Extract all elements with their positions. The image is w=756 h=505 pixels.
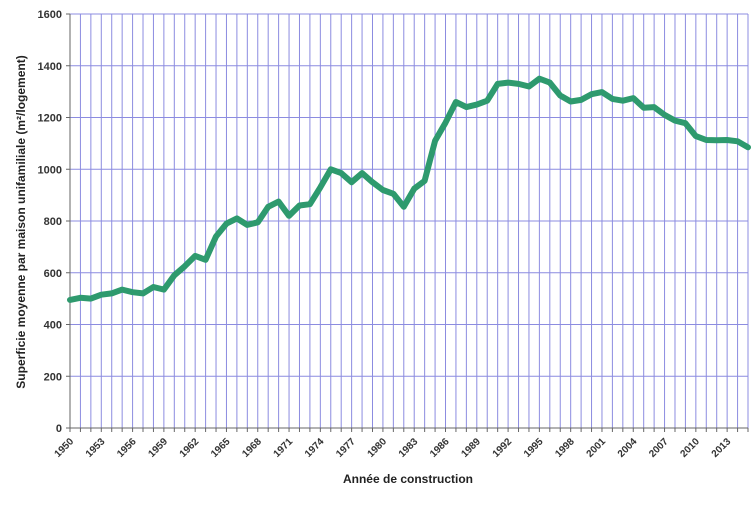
series-line bbox=[67, 75, 751, 303]
x-axis-ticks: 1950 1953 1956 1959 1962 1965 1968 1971 1974 1977… bbox=[53, 428, 749, 460]
x-tick-label: 1968 bbox=[240, 436, 264, 460]
y-tick-label: 1200 bbox=[38, 113, 62, 125]
x-tick-label: 1974 bbox=[303, 436, 327, 460]
grid-lines bbox=[70, 13, 749, 428]
x-tick-label: 2001 bbox=[585, 436, 609, 460]
y-tick-label: 1400 bbox=[38, 61, 62, 73]
x-tick-label: 1992 bbox=[491, 436, 515, 460]
y-tick-label: 600 bbox=[44, 268, 62, 280]
x-tick-label: 1983 bbox=[397, 436, 421, 460]
x-tick-label: 1950 bbox=[53, 436, 77, 460]
y-tick-label: 0 bbox=[56, 423, 62, 435]
x-tick-label: 1980 bbox=[366, 436, 390, 460]
y-tick-label: 1600 bbox=[38, 9, 62, 21]
y-tick-label: 200 bbox=[44, 371, 62, 383]
x-tick-label: 1959 bbox=[146, 436, 170, 460]
y-tick-label: 400 bbox=[44, 320, 62, 332]
x-tick-label: 2007 bbox=[647, 436, 671, 460]
x-tick-label: 1956 bbox=[115, 436, 139, 460]
x-tick-label: 2004 bbox=[616, 436, 640, 460]
x-tick-label: 2013 bbox=[710, 436, 734, 460]
x-tick-label: 1998 bbox=[553, 436, 577, 460]
x-tick-label: 1962 bbox=[178, 436, 202, 460]
series-layer bbox=[67, 75, 751, 303]
y-tick-label: 800 bbox=[44, 216, 62, 228]
x-tick-label: 1995 bbox=[522, 436, 546, 460]
x-tick-label: 1989 bbox=[459, 436, 483, 460]
y-axis-label: Superficie moyenne par maison unifamilia… bbox=[14, 55, 28, 388]
x-tick-label: 2010 bbox=[678, 436, 702, 460]
x-tick-label: 1965 bbox=[209, 436, 233, 460]
x-tick-label: 1986 bbox=[428, 436, 452, 460]
y-tick-label: 1000 bbox=[38, 164, 62, 176]
x-tick-label: 1971 bbox=[272, 436, 296, 460]
x-tick-label: 1977 bbox=[334, 436, 358, 460]
y-axis-ticks: 0 200 400 600 800 1000 1200 1400 1600 bbox=[38, 9, 70, 435]
x-axis-label: Année de construction bbox=[343, 472, 473, 486]
x-tick-label: 1953 bbox=[84, 436, 108, 460]
